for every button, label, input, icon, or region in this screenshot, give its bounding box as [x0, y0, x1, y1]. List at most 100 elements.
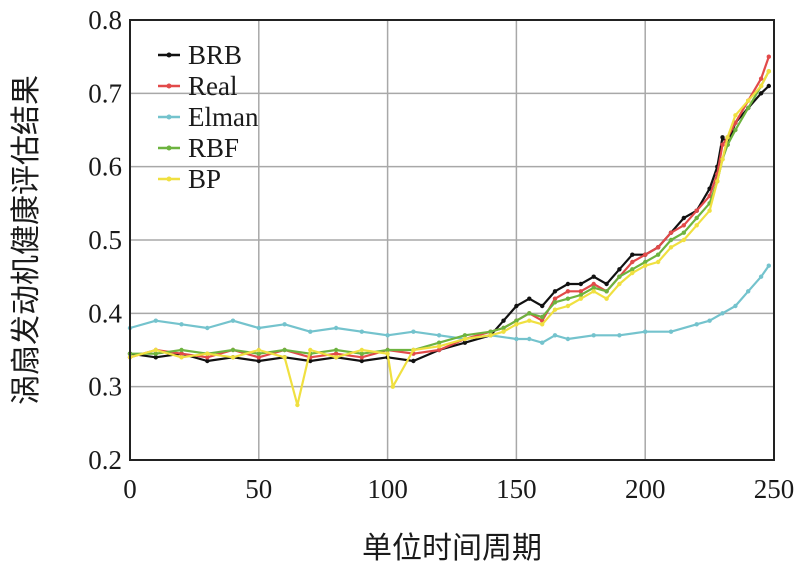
data-point-real [758, 76, 764, 81]
data-point-elman [643, 329, 648, 334]
data-point-rbf [256, 351, 261, 356]
data-point-brb [630, 252, 635, 257]
data-point-rbf [681, 230, 686, 235]
data-point-elman [359, 329, 364, 334]
data-point-brb [565, 281, 571, 287]
data-point-elman [179, 322, 184, 327]
data-point-real [720, 142, 725, 147]
data-point-elman [746, 289, 751, 294]
plot-frame [129, 19, 775, 461]
data-point-bp [617, 281, 622, 287]
data-point-real [668, 230, 674, 235]
data-point-brb [359, 358, 364, 364]
data-point-brb [766, 83, 771, 89]
data-point-rbf [617, 274, 622, 279]
data-point-brb [578, 281, 583, 287]
data-point-bp [758, 83, 764, 89]
data-point-brb [617, 267, 622, 272]
data-point-brb [758, 91, 764, 96]
data-point-brb [308, 358, 313, 364]
data-point-bp [230, 355, 236, 360]
legend-marker-elman [166, 114, 172, 120]
data-point-brb [540, 303, 545, 309]
data-point-bp [565, 303, 571, 309]
data-point-real [766, 54, 771, 59]
data-point-bp [411, 347, 416, 353]
data-point-rbf [436, 340, 442, 345]
data-point-brb [153, 355, 158, 360]
data-point-bp [295, 402, 300, 408]
data-point-real [565, 289, 571, 294]
data-point-real [630, 259, 635, 265]
data-point-bp [282, 355, 287, 360]
tick-labels: 0 50 100 150 200 250 0.2 0.3 0.4 0.5 0.6 0.7 0.8 [88, 5, 794, 504]
legend-marker-real [166, 83, 172, 89]
data-point-elman [668, 329, 674, 334]
y-tick-label: 0.7 [88, 78, 122, 108]
data-point-bp [333, 355, 339, 360]
data-point-rbf [540, 314, 545, 320]
data-point-bp [725, 135, 730, 140]
data-point-rbf [385, 347, 390, 353]
data-point-bp [385, 351, 390, 356]
legend-label-elman: Elman [188, 102, 259, 132]
data-point-bp [715, 179, 720, 184]
legend-label-real: Real [188, 71, 237, 101]
x-tick-label: 150 [496, 474, 537, 504]
data-point-real [359, 355, 364, 360]
data-point-rbf [578, 292, 583, 298]
grid-lines [130, 20, 774, 460]
data-point-real [256, 355, 261, 360]
series-lines [127, 54, 771, 408]
data-point-bp [681, 237, 686, 243]
data-point-rbf [488, 329, 493, 334]
data-point-elman [527, 336, 532, 342]
data-point-rbf [462, 333, 468, 338]
data-point-rbf [733, 127, 738, 133]
data-point-bp [604, 296, 609, 301]
y-tick-label: 0.5 [88, 225, 122, 255]
data-point-rbf [230, 347, 236, 353]
data-point-bp [746, 98, 751, 103]
data-point-elman [565, 336, 571, 342]
data-point-rbf [630, 267, 635, 272]
data-point-real [179, 351, 184, 356]
data-point-bp [514, 322, 519, 327]
data-point-real [591, 281, 596, 287]
data-point-rbf [604, 289, 609, 294]
data-point-elman [153, 318, 158, 323]
y-axis-title: 涡扇发动机健康评估结果 [9, 75, 44, 405]
data-point-brb [720, 135, 725, 140]
data-point-real [681, 223, 686, 228]
data-point-bp [462, 336, 468, 342]
data-point-elman [333, 325, 339, 331]
data-point-elman [436, 333, 442, 338]
x-tick-label: 250 [754, 474, 795, 504]
data-point-rbf [565, 296, 571, 301]
data-point-bp [205, 351, 210, 356]
data-point-rbf [746, 105, 751, 111]
data-point-brb [205, 358, 210, 364]
data-point-bp [578, 296, 583, 301]
data-point-rbf [527, 311, 532, 316]
data-point-rbf [668, 237, 674, 243]
data-point-bp [591, 289, 596, 294]
x-axis-title: 单位时间周期 [362, 531, 542, 566]
legend-label-bp: BP [188, 164, 221, 194]
data-point-real [643, 252, 648, 257]
data-point-elman [230, 318, 236, 323]
x-tick-label: 0 [123, 474, 137, 504]
data-point-real [205, 355, 210, 360]
data-point-brb [527, 296, 532, 301]
data-point-elman [766, 263, 771, 268]
data-point-elman [707, 318, 712, 323]
data-point-rbf [643, 259, 648, 265]
x-tick-label: 200 [625, 474, 666, 504]
legend-label-brb: BRB [188, 40, 242, 70]
data-point-rbf [153, 351, 158, 356]
data-point-rbf [282, 347, 287, 353]
data-point-bp [179, 355, 184, 360]
